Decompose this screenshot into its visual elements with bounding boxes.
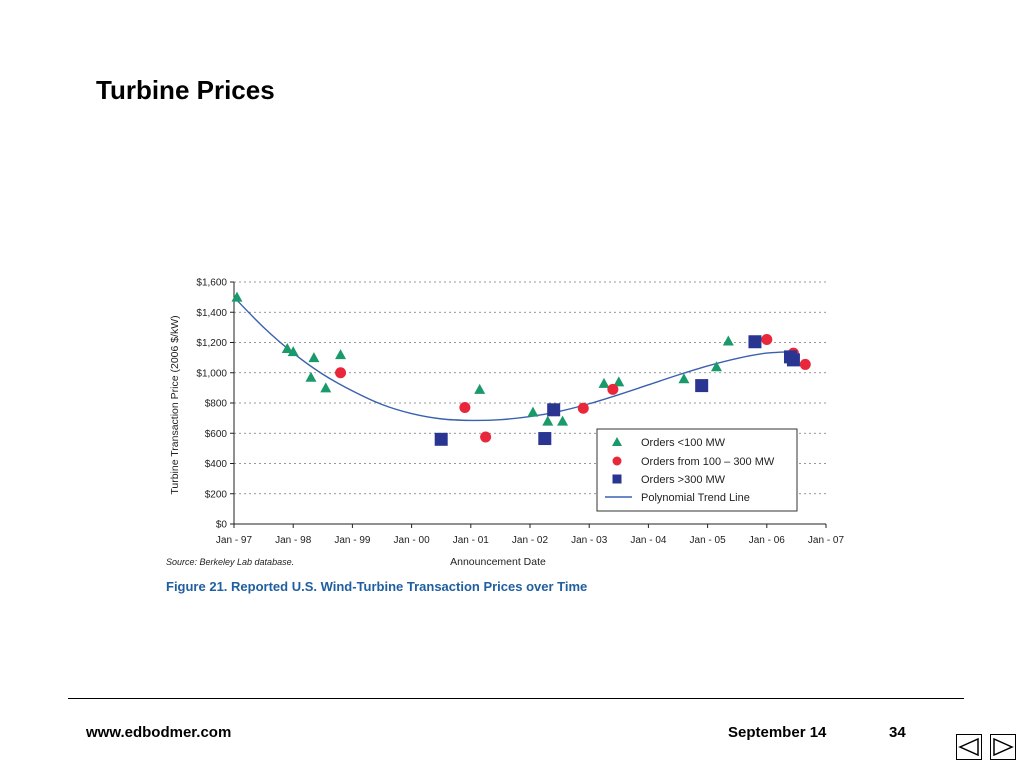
- legend-label-trend: Polynomial Trend Line: [641, 492, 750, 504]
- point-large-order: [547, 403, 561, 417]
- point-large-order: [695, 379, 709, 393]
- y-tick-label: $1,400: [196, 308, 227, 319]
- prev-triangle-icon: [958, 738, 979, 756]
- x-tick-label: Jan - 06: [749, 535, 786, 546]
- chart-caption: Figure 21. Reported U.S. Wind-Turbine Tr…: [166, 579, 587, 594]
- previous-slide-button[interactable]: [956, 734, 982, 760]
- x-tick-labels: Jan - 97 Jan - 98 Jan - 99 Jan - 00 Jan - 01…: [216, 524, 845, 546]
- x-tick-label: Jan - 02: [512, 535, 549, 546]
- x-axis-title: Announcement Date: [450, 556, 546, 568]
- point-large-order: [434, 432, 448, 446]
- chart-source: Source: Berkeley Lab database.: [166, 557, 294, 567]
- point-small-order: [722, 335, 734, 346]
- point-medium-order: [480, 431, 492, 443]
- x-tick-label: Jan - 04: [630, 535, 667, 546]
- x-tick-label: Jan - 05: [690, 535, 727, 546]
- footer-divider: [68, 698, 964, 699]
- x-tick-label: Jan - 01: [453, 535, 490, 546]
- point-small-order: [598, 377, 610, 388]
- next-slide-button[interactable]: [990, 734, 1016, 760]
- point-large-order: [748, 335, 762, 349]
- y-tick-label: $600: [205, 429, 228, 440]
- point-small-order: [287, 346, 299, 357]
- y-tick-label: $1,200: [196, 338, 227, 349]
- x-tick-label: Jan - 03: [571, 535, 608, 546]
- y-tick-label: $0: [216, 520, 228, 531]
- x-tick-label: Jan - 07: [808, 535, 845, 546]
- point-large-order: [538, 432, 552, 446]
- legend-label-small: Orders <100 MW: [641, 437, 726, 449]
- point-small-order: [678, 373, 690, 384]
- point-small-order: [308, 352, 320, 363]
- point-large-order: [786, 353, 800, 367]
- point-small-order: [474, 383, 486, 394]
- point-medium-order: [799, 358, 811, 370]
- polynomial-trend-line: [233, 296, 797, 422]
- y-tick-label: $1,600: [196, 278, 227, 289]
- point-small-order: [557, 415, 569, 426]
- point-small-order: [320, 382, 332, 393]
- y-tick-label: $1,000: [196, 368, 227, 379]
- point-small-order: [527, 406, 539, 417]
- y-tick-labels: $0 $200 $400 $600 $800 $1,000 $1,200 $1,400 $1,6…: [196, 278, 234, 531]
- legend-circle-icon: [612, 456, 622, 466]
- footer-website: www.edbodmer.com: [86, 724, 232, 741]
- data-points: [231, 291, 811, 446]
- point-small-order: [335, 349, 347, 360]
- next-triangle-icon: [993, 738, 1014, 756]
- point-medium-order: [607, 383, 619, 395]
- y-axis-title: Turbine Transaction Price (2006 $/kW): [169, 315, 181, 494]
- point-small-order: [305, 371, 317, 382]
- point-small-order: [231, 291, 243, 302]
- y-tick-label: $800: [205, 399, 228, 410]
- point-medium-order: [577, 402, 589, 414]
- grid-lines: [234, 281, 826, 495]
- point-small-order: [613, 376, 625, 387]
- slide-title: Turbine Prices: [96, 75, 275, 105]
- point-medium-order: [335, 367, 347, 379]
- x-tick-label: Jan - 00: [394, 535, 431, 546]
- footer-page-number: 34: [889, 724, 906, 741]
- trend-line-layer: [233, 296, 797, 422]
- legend-square-icon: [612, 474, 622, 484]
- y-tick-label: $400: [205, 459, 228, 470]
- x-tick-label: Jan - 98: [275, 535, 312, 546]
- y-tick-label: $200: [205, 489, 228, 500]
- x-tick-label: Jan - 99: [334, 535, 371, 546]
- legend-label-large: Orders >300 MW: [641, 474, 726, 486]
- legend-label-medium: Orders from 100 – 300 MW: [641, 456, 775, 468]
- footer-date: September 14: [728, 724, 827, 741]
- point-small-order: [542, 415, 554, 426]
- legend-triangle-icon: [612, 437, 622, 446]
- point-small-order: [281, 343, 293, 354]
- point-medium-order: [459, 402, 471, 414]
- point-small-order: [710, 361, 722, 372]
- chart-legend: Orders <100 MW Orders from 100 – 300 MW …: [596, 428, 798, 512]
- point-medium-order: [761, 333, 773, 345]
- x-tick-label: Jan - 97: [216, 535, 253, 546]
